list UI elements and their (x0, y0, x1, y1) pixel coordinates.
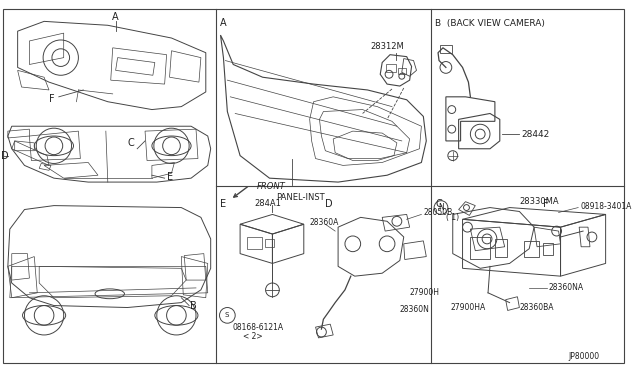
Text: 08918-3401A: 08918-3401A (580, 202, 632, 211)
Text: N: N (438, 203, 444, 212)
Text: B: B (190, 301, 197, 311)
Text: PANEL-INST: PANEL-INST (276, 193, 325, 202)
Bar (247, 237, 262, 249)
Text: D: D (325, 199, 333, 209)
Text: < 2>: < 2> (243, 333, 262, 341)
Bar (398, 68, 406, 74)
Text: F: F (543, 199, 548, 209)
Bar (386, 64, 396, 72)
Text: 27900H: 27900H (410, 288, 440, 297)
Text: A: A (220, 18, 226, 28)
Text: FRONT: FRONT (257, 183, 285, 192)
Text: 28360NA: 28360NA (548, 283, 584, 292)
Text: JP80000: JP80000 (568, 352, 600, 361)
Text: E: E (166, 172, 173, 182)
Text: 08168-6121A: 08168-6121A (232, 323, 284, 331)
Bar (495, 239, 507, 257)
Bar (524, 241, 539, 257)
Text: E: E (220, 199, 226, 209)
Text: ( 1): ( 1) (446, 213, 459, 222)
Text: S: S (225, 312, 228, 318)
Text: A: A (112, 12, 118, 22)
Text: F: F (49, 94, 54, 104)
Text: C: C (127, 138, 134, 148)
Bar (543, 243, 553, 254)
Text: C: C (435, 199, 442, 209)
Bar (470, 237, 490, 259)
Text: D: D (1, 151, 8, 161)
Text: 28312M: 28312M (371, 42, 404, 51)
Text: 27900HA: 27900HA (451, 303, 486, 312)
Text: 284A1: 284A1 (255, 199, 282, 208)
Text: 28360A: 28360A (310, 218, 339, 227)
Text: 28360BA: 28360BA (520, 303, 554, 312)
Text: 28442: 28442 (522, 129, 550, 138)
Text: B  (BACK VIEW CAMERA): B (BACK VIEW CAMERA) (435, 19, 545, 28)
Text: 28330MA: 28330MA (520, 197, 559, 206)
Text: 28050B: 28050B (423, 208, 452, 217)
Text: 28360N: 28360N (400, 305, 429, 314)
Bar (264, 239, 275, 247)
